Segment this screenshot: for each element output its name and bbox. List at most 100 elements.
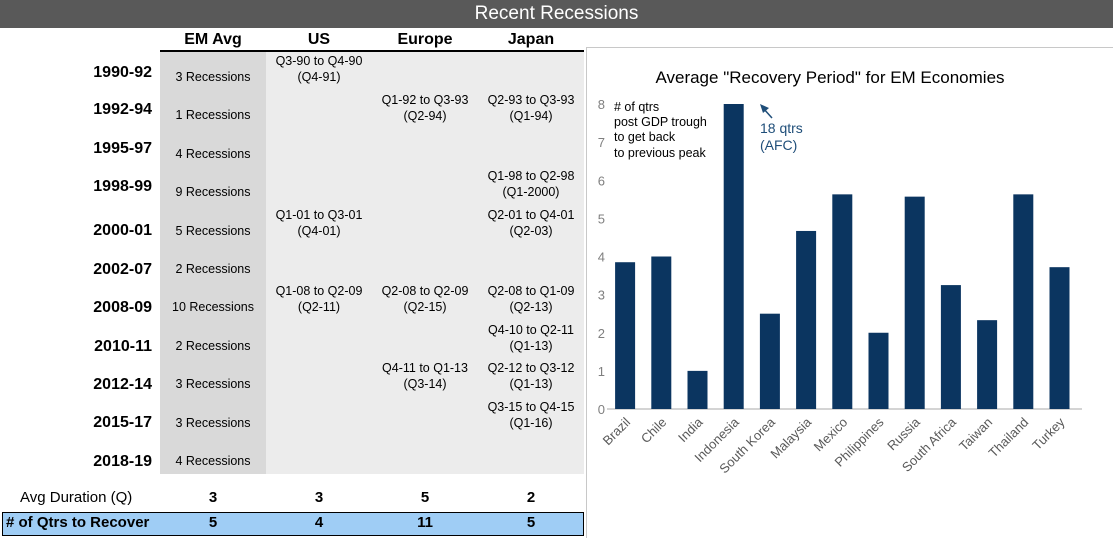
year-label: 1995-97: [93, 140, 152, 157]
annotation-text: (AFC): [760, 137, 797, 153]
y-tick-label: 1: [598, 364, 605, 379]
y-tick-label: 0: [598, 402, 605, 417]
column-header-japan: Japan: [507, 31, 555, 48]
recession-period: Q1-08 to Q2-09: [275, 284, 363, 298]
x-tick-label: Malaysia: [767, 414, 814, 461]
note-line: to previous peak: [614, 146, 706, 160]
annotation-arrowhead: [760, 104, 769, 113]
column-header-us: US: [307, 31, 331, 48]
recession-period: Q1-98 to Q2-98: [487, 169, 575, 183]
avg-duration-value: 3: [314, 489, 324, 506]
avg-duration-value: 5: [420, 489, 430, 506]
em-avg-cell: 9 Recessions: [175, 185, 251, 199]
em-avg-cell: 1 Recessions: [175, 108, 251, 122]
japan-recession-cell: Q3-15 to Q4-15 (Q1-16): [478, 399, 584, 431]
em-avg-cell: 3 Recessions: [175, 70, 251, 84]
year-label: 1992-94: [93, 101, 152, 118]
annotation-text: 18 qtrs: [760, 120, 803, 136]
year-label: 2000-01: [93, 222, 152, 239]
em-avg-column-shade: [160, 52, 266, 474]
recovery-quarter: (Q1-13): [509, 377, 553, 391]
recover-value: 5: [208, 514, 218, 531]
avg-duration-value: 2: [526, 489, 536, 506]
year-label: 1990-92: [93, 64, 152, 81]
recession-period: Q2-08 to Q1-09: [487, 284, 575, 298]
table-title: Recent Recessions: [0, 0, 1113, 28]
recovery-quarter: (Q2-13): [509, 300, 553, 314]
note-line: post GDP trough: [614, 115, 707, 129]
recover-value: 11: [417, 514, 433, 531]
recovery-quarter: (Q4-01): [297, 224, 341, 238]
recover-value: 4: [314, 514, 324, 531]
japan-recession-cell: Q2-08 to Q1-09 (Q2-13): [478, 283, 584, 315]
bar-turkey: [1049, 267, 1070, 409]
bar-south-korea: [759, 313, 780, 409]
bar-thailand: [1013, 194, 1034, 409]
table-body-shade: [266, 52, 584, 474]
legend-note: # of qtrs post GDP trough to get back to…: [614, 100, 707, 160]
y-tick-label: 5: [598, 211, 605, 226]
year-label: 2018-19: [93, 453, 152, 470]
year-label: 2008-09: [93, 299, 152, 316]
japan-recession-cell: Q1-98 to Q2-98 (Q1-2000): [478, 168, 584, 200]
bar-mexico: [832, 194, 853, 409]
recession-period: Q4-10 to Q2-11: [488, 323, 574, 337]
recovery-quarter: (Q3-14): [403, 377, 447, 391]
bar-russia: [904, 196, 925, 409]
em-avg-cell: 3 Recessions: [175, 377, 251, 391]
japan-recession-cell: Q4-10 to Q2-11 (Q1-13): [478, 322, 584, 354]
em-avg-cell: 5 Recessions: [175, 224, 251, 238]
em-avg-cell: 3 Recessions: [175, 416, 251, 430]
em-avg-cell: 10 Recessions: [172, 300, 254, 314]
year-label: 2002-07: [93, 261, 152, 278]
x-tick-label: Thailand: [986, 415, 1032, 461]
japan-recession-cell: Q2-01 to Q4-01 (Q2-03): [478, 207, 584, 239]
em-avg-cell: 2 Recessions: [175, 339, 251, 353]
recession-period: Q3-15 to Q4-15: [487, 400, 575, 414]
japan-recession-cell: Q2-12 to Q3-12 (Q1-13): [478, 360, 584, 392]
year-label: 2012-14: [93, 376, 152, 393]
recovery-quarter: (Q2-11): [297, 300, 341, 314]
column-header-em-avg: EM Avg: [184, 31, 242, 48]
avg-duration-value: 3: [208, 489, 218, 506]
x-tick-label: Chile: [638, 415, 670, 447]
em-avg-cell: 4 Recessions: [175, 147, 251, 161]
y-tick-label: 8: [598, 97, 605, 112]
note-line: # of qtrs: [614, 100, 659, 114]
europe-recession-cell: Q1-92 to Q3-93 (Q2-94): [372, 92, 478, 124]
us-recession-cell: Q3-90 to Q4-90 (Q4-91): [266, 53, 372, 85]
avg-duration-label: Avg Duration (Q): [20, 489, 133, 506]
year-label: 2015-17: [93, 414, 152, 431]
bar-south-africa: [940, 285, 961, 409]
bar-malaysia: [796, 230, 817, 409]
japan-recession-cell: Q2-93 to Q3-93 (Q1-94): [478, 92, 584, 124]
recovery-quarter: (Q1-2000): [502, 185, 560, 199]
bar-india: [687, 370, 708, 409]
em-avg-cell: 4 Recessions: [175, 454, 251, 468]
y-tick-label: 3: [598, 288, 605, 303]
bar-taiwan: [977, 320, 998, 409]
em-avg-cell: 2 Recessions: [175, 262, 251, 276]
column-header-europe: Europe: [397, 31, 453, 48]
europe-recession-cell: Q4-11 to Q1-13 (Q3-14): [372, 360, 478, 392]
y-tick-label: 4: [598, 250, 605, 265]
chart-panel: [586, 47, 1113, 538]
us-recession-cell: Q1-01 to Q3-01 (Q4-01): [266, 207, 372, 239]
bar-philippines: [868, 332, 889, 409]
recession-period: Q4-11 to Q1-13: [382, 361, 468, 375]
y-tick-label: 6: [598, 173, 605, 188]
recovery-quarter: (Q2-94): [403, 109, 447, 123]
year-label: 2010-11: [94, 338, 152, 355]
y-tick-label: 2: [598, 326, 605, 341]
recovery-quarter: (Q2-15): [403, 300, 447, 314]
x-tick-label: Brazil: [600, 414, 634, 448]
bar-indonesia: [723, 104, 744, 409]
chart-title: Average "Recovery Period" for EM Economi…: [655, 68, 1004, 87]
recession-period: Q2-08 to Q2-09: [381, 284, 469, 298]
recover-label: # of Qtrs to Recover: [6, 514, 150, 531]
bar-brazil: [615, 262, 636, 409]
header-rule: [160, 50, 584, 52]
recession-period: Q2-01 to Q4-01: [487, 208, 575, 222]
recession-period: Q3-90 to Q4-90: [275, 54, 363, 68]
